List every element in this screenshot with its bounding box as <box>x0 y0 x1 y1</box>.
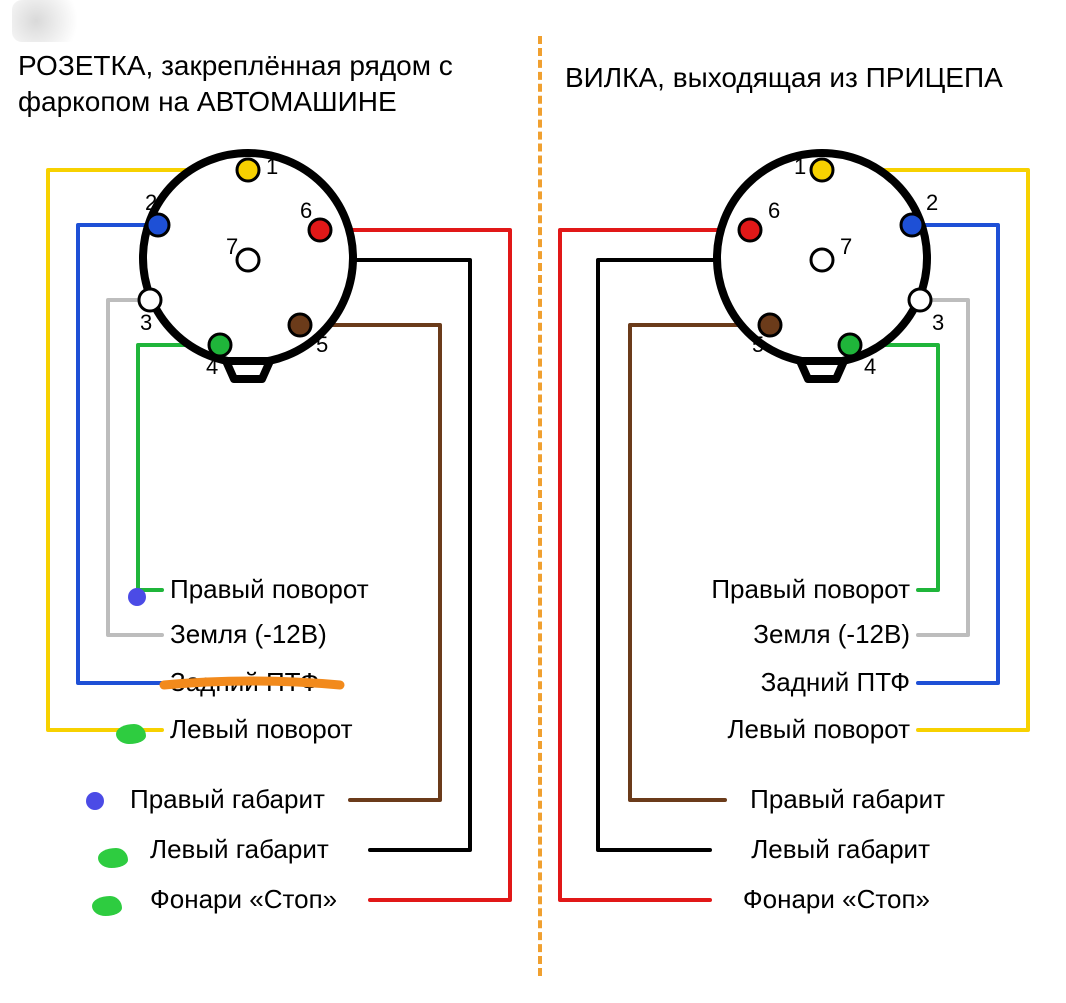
pin-number-4: 4 <box>206 354 218 379</box>
pin-number-5: 5 <box>752 332 764 357</box>
pin-number-3: 3 <box>932 310 944 335</box>
pin-number-2: 2 <box>145 190 157 215</box>
right-title: ВИЛКА, выходящая из ПРИЦЕПА <box>565 60 1055 96</box>
pin-number-6: 6 <box>768 198 780 223</box>
hand-annotation-0 <box>128 588 146 606</box>
left-title-line2: фаркопом на АВТОМАШИНЕ <box>18 86 397 117</box>
pin-number-5: 5 <box>316 332 328 357</box>
corner-shadow <box>12 0 92 42</box>
right-diagram: 1 2 3 4 5 6 7 Правый поворот Земля (-12В) Задний … <box>540 130 1066 960</box>
right-label-1: Земля (-12В) <box>753 619 910 649</box>
left-title-line1: РОЗЕТКА, закреплённая рядом с <box>18 50 453 81</box>
hand-annotation-4 <box>92 896 122 916</box>
left-label-6: Фонари «Стоп» <box>150 884 337 914</box>
pin-number-3: 3 <box>140 310 152 335</box>
left-label-0: Правый поворот <box>170 574 369 604</box>
hand-annotation-3 <box>98 848 128 868</box>
hand-annotation-1 <box>116 724 146 744</box>
left-diagram: 1234567Правый поворотЗемля (-12В)Задний … <box>0 130 530 960</box>
pin-number-6: 6 <box>300 198 312 223</box>
right-label-6: Фонари «Стоп» <box>743 884 930 914</box>
pin-number-4: 4 <box>864 354 876 379</box>
left-title: РОЗЕТКА, закреплённая рядом с фаркопом н… <box>18 48 518 121</box>
hand-annotation-2 <box>86 792 104 810</box>
left-label-4: Правый габарит <box>130 784 325 814</box>
left-label-5: Левый габарит <box>150 834 329 864</box>
right-label-4: Правый габарит <box>750 784 945 814</box>
left-label-3: Левый поворот <box>170 714 353 744</box>
right-label-3: Левый поворот <box>727 714 910 744</box>
right-label-0: Правый поворот <box>711 574 910 604</box>
pin-number-7: 7 <box>226 234 238 259</box>
pin-number-7: 7 <box>840 234 852 259</box>
pin-number-2: 2 <box>926 190 938 215</box>
right-label-5: Левый габарит <box>751 834 930 864</box>
pin-number-1: 1 <box>794 154 806 179</box>
right-title-text: ВИЛКА, выходящая из ПРИЦЕПА <box>565 62 1003 93</box>
right-label-2: Задний ПТФ <box>761 667 910 697</box>
pin-number-1: 1 <box>266 154 278 179</box>
left-label-1: Земля (-12В) <box>170 619 327 649</box>
